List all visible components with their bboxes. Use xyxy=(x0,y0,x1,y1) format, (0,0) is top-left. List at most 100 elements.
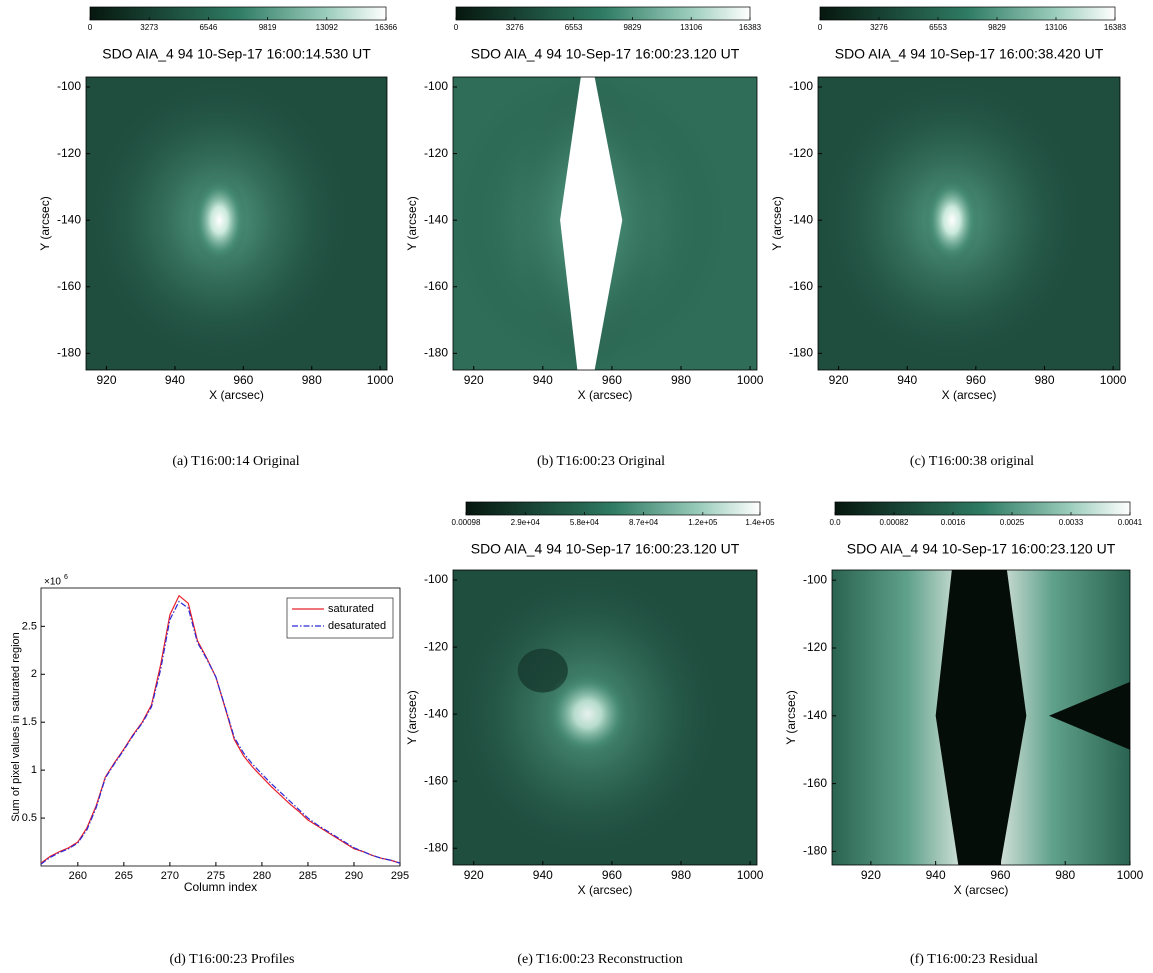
data-line xyxy=(40,594,401,864)
panel-title: SDO AIA_4 94 10-Sep-17 16:00:23.120 UT xyxy=(471,541,740,557)
y-axis-label: Sum of pixel values in saturated region xyxy=(10,632,22,822)
y-tick-label: -120 xyxy=(57,146,81,160)
x-tick-label: 940 xyxy=(897,373,917,387)
x-tick-label: 285 xyxy=(299,870,317,882)
colorbar xyxy=(834,501,1131,516)
caption: (d) T16:00:23 Profiles xyxy=(170,952,295,967)
image-shape xyxy=(1000,570,1130,865)
y-tick-label: -100 xyxy=(424,79,448,93)
y-tick-label: 2 xyxy=(31,668,37,680)
colorbar-tick-label: 6546 xyxy=(199,23,217,32)
y-tick-label: -160 xyxy=(424,279,448,293)
image-shape xyxy=(517,648,568,693)
x-tick-label: 295 xyxy=(391,870,409,882)
x-tick-label: 1000 xyxy=(1100,373,1127,387)
colorbar-tick-label: 3273 xyxy=(140,23,158,32)
x-tick-label: 980 xyxy=(1034,373,1054,387)
colorbar xyxy=(455,6,751,21)
x-tick-label: 260 xyxy=(69,870,87,882)
colorbar-tick-label: 1.4e+05 xyxy=(745,518,775,527)
axes-frame xyxy=(452,76,758,371)
axes-frame xyxy=(40,587,401,867)
x-tick-label: 1000 xyxy=(737,868,764,882)
x-tick-label: 980 xyxy=(1055,868,1075,882)
colorbar-tick-label: 0.00082 xyxy=(880,518,909,527)
x-tick-label: 920 xyxy=(97,373,117,387)
x-axis-label: X (arcsec) xyxy=(578,883,633,897)
x-tick-label: 290 xyxy=(345,870,363,882)
colorbar xyxy=(89,6,387,21)
y-tick-label: -180 xyxy=(789,346,813,360)
y-tick-label: -120 xyxy=(424,146,448,160)
solar-image xyxy=(818,77,1120,370)
caption: (f) T16:00:23 Residual xyxy=(910,952,1038,967)
colorbar-tick-label: 0.0033 xyxy=(1059,518,1084,527)
y-tick-label: -120 xyxy=(803,640,827,654)
x-tick-label: 980 xyxy=(671,373,691,387)
x-tick-label: 980 xyxy=(671,868,691,882)
x-tick-label: 920 xyxy=(464,373,484,387)
y-scale-exponent: 6 xyxy=(64,574,68,581)
x-tick-label: 960 xyxy=(233,373,253,387)
colorbar-tick-label: 2.9e+04 xyxy=(511,518,541,527)
x-tick-label: 940 xyxy=(533,868,553,882)
colorbar-tick-label: 16366 xyxy=(375,23,398,32)
legend-label: saturated xyxy=(328,603,374,615)
axes-frame xyxy=(85,76,388,371)
x-axis-label: X (arcsec) xyxy=(209,388,264,402)
y-tick-label: 1.5 xyxy=(22,716,37,728)
x-tick-label: 980 xyxy=(302,373,322,387)
x-tick-label: 920 xyxy=(861,868,881,882)
y-tick-label: -100 xyxy=(803,572,827,586)
colorbar-tick-label: 8.7e+04 xyxy=(629,518,659,527)
y-axis-label: Y (arcsec) xyxy=(405,196,419,250)
colorbar-tick-label: 0.0041 xyxy=(1118,518,1143,527)
colorbar-tick-label: 5.8e+04 xyxy=(570,518,600,527)
x-tick-label: 1000 xyxy=(737,373,764,387)
y-tick-label: -140 xyxy=(789,212,813,226)
y-tick-label: 0.5 xyxy=(22,812,37,824)
y-tick-label: 2.5 xyxy=(22,620,37,632)
colorbar-tick-label: 0.0 xyxy=(829,518,841,527)
colorbar-tick-label: 0 xyxy=(88,23,93,32)
caption: (c) T16:00:38 original xyxy=(910,454,1034,469)
colorbar-tick-label: 9829 xyxy=(623,23,641,32)
x-tick-label: 280 xyxy=(253,870,271,882)
x-axis-label: X (arcsec) xyxy=(942,388,997,402)
solar-image xyxy=(86,77,387,370)
x-tick-label: 265 xyxy=(115,870,133,882)
x-tick-label: 920 xyxy=(829,373,849,387)
y-tick-label: -140 xyxy=(424,706,448,720)
y-tick-label: -160 xyxy=(424,773,448,787)
y-tick-label: -120 xyxy=(789,146,813,160)
colorbar-tick-label: 0.0025 xyxy=(1000,518,1025,527)
colorbar-tick-label: 9829 xyxy=(988,23,1006,32)
y-tick-label: -180 xyxy=(424,840,448,854)
colorbar-tick-label: 1.2e+05 xyxy=(688,518,718,527)
colorbar-tick-label: 6553 xyxy=(565,23,583,32)
legend xyxy=(286,597,394,639)
x-tick-label: 940 xyxy=(926,868,946,882)
panel-title: SDO AIA_4 94 10-Sep-17 16:00:38.420 UT xyxy=(835,46,1104,62)
y-tick-label: -140 xyxy=(424,212,448,226)
colorbar-tick-label: 16383 xyxy=(1104,23,1127,32)
colorbar-tick-label: 13106 xyxy=(1045,23,1068,32)
y-tick-label: -160 xyxy=(789,279,813,293)
x-tick-label: 960 xyxy=(602,868,622,882)
x-tick-label: 940 xyxy=(533,373,553,387)
colorbar-tick-label: 0 xyxy=(818,23,823,32)
x-tick-label: 960 xyxy=(602,373,622,387)
axes-frame xyxy=(831,569,1131,866)
colorbar-tick-label: 3276 xyxy=(506,23,524,32)
colorbar-tick-label: 16383 xyxy=(739,23,762,32)
colorbar xyxy=(819,6,1116,21)
x-tick-label: 940 xyxy=(165,373,185,387)
y-tick-label: -180 xyxy=(424,346,448,360)
colorbar-tick-label: 0.00098 xyxy=(452,518,481,527)
x-tick-label: 960 xyxy=(966,373,986,387)
caption: (b) T16:00:23 Original xyxy=(537,454,665,469)
colorbar-tick-label: 13092 xyxy=(316,23,339,32)
y-tick-label: -160 xyxy=(57,279,81,293)
y-tick-label: -160 xyxy=(803,776,827,790)
